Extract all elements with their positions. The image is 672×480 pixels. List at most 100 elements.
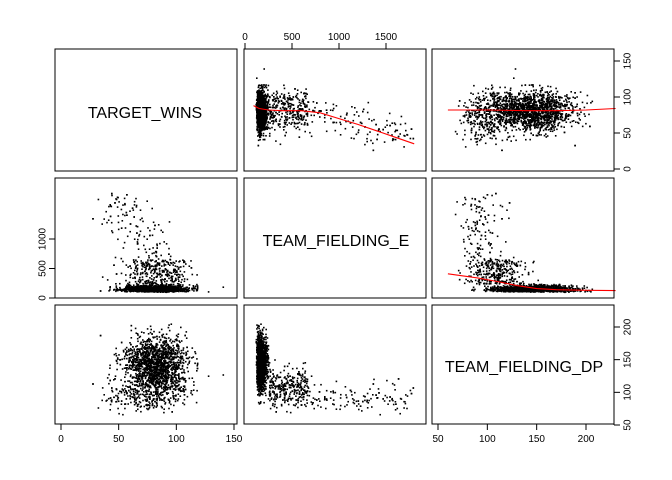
scatter-point (527, 102, 529, 104)
scatter-point (501, 112, 504, 115)
scatter-point (537, 113, 540, 116)
scatter-point (502, 97, 505, 99)
scatter-point (176, 265, 179, 268)
scatter-point (524, 127, 526, 129)
scatter-point (265, 86, 268, 89)
scatter-point (565, 115, 568, 118)
scatter-point (258, 109, 260, 111)
scatter-point (532, 115, 535, 117)
scatter-point (513, 98, 515, 101)
scatter-point (560, 102, 563, 105)
scatter-point (543, 109, 545, 111)
scatter-point (508, 99, 510, 102)
scatter-point (557, 114, 559, 117)
scatter-point (270, 115, 273, 117)
scatter-point (258, 112, 261, 115)
scatter-point (506, 111, 508, 114)
scatter-point (555, 93, 557, 95)
scatter-point (265, 110, 267, 112)
scatter-point (534, 99, 536, 101)
scatter-point (273, 98, 275, 101)
scatter-point (539, 115, 542, 118)
scatter-point (180, 281, 182, 284)
scatter-point (577, 122, 580, 125)
scatter-point (475, 112, 478, 115)
scatter-point (567, 118, 570, 120)
scatter-point (540, 121, 543, 123)
scatter-point (146, 261, 149, 263)
scatter-point (528, 106, 530, 109)
scatter-point (493, 118, 496, 120)
scatter-point (265, 119, 267, 121)
scatter-point (509, 96, 512, 98)
scatter-point (473, 122, 475, 125)
scatter-point (481, 124, 484, 127)
scatter-point (262, 134, 265, 137)
scatter-point (556, 115, 558, 118)
scatter-point (547, 107, 550, 109)
scatter-point (263, 111, 266, 114)
scatter-point (257, 97, 259, 99)
scatter-point (554, 120, 556, 122)
scatter-point (259, 84, 262, 87)
scatter-point (302, 109, 304, 111)
scatter-point (513, 118, 516, 121)
scatter-point (497, 99, 500, 102)
scatter-point (559, 118, 561, 120)
scatter-point (498, 104, 500, 106)
scatter-point (302, 101, 304, 103)
scatter-point (312, 109, 314, 112)
scatter-point (310, 114, 313, 117)
scatter-point (590, 102, 592, 104)
scatter-point (534, 91, 537, 94)
scatter-point (525, 110, 528, 113)
scatter-point (550, 90, 552, 92)
scatter-point (518, 104, 520, 106)
scatter-point (509, 87, 512, 90)
scatter-point (564, 105, 567, 108)
scatter-point (366, 111, 369, 114)
scatter-point (549, 113, 552, 115)
scatter-point (515, 106, 518, 109)
scatter-point (499, 106, 502, 109)
scatter-point (167, 273, 170, 276)
scatter-point (488, 121, 490, 124)
scatter-point (546, 108, 548, 110)
scatter-point (555, 96, 557, 98)
scatter-point (490, 132, 492, 135)
scatter-point (475, 105, 477, 107)
scatter-point (495, 104, 498, 106)
scatter-point (164, 278, 166, 280)
scatter-point (505, 127, 508, 130)
scatter-point (545, 126, 548, 129)
scatter-point (523, 125, 526, 128)
scatter-point (503, 116, 505, 119)
scatter-point (496, 101, 498, 104)
scatter-point (506, 121, 509, 124)
scatter-point (300, 102, 302, 104)
scatter-point (482, 134, 485, 136)
scatter-point (264, 106, 266, 109)
scatter-point (501, 120, 504, 122)
scatter-point (535, 105, 537, 107)
scatter-point (154, 271, 156, 274)
scatter-point (540, 125, 543, 128)
scatter-point (567, 114, 570, 117)
scatter-point (504, 121, 507, 123)
scatter-point (300, 114, 303, 117)
scatter-point (146, 200, 148, 202)
scatter-point (526, 125, 529, 127)
scatter-point (545, 104, 547, 106)
scatter-point (303, 123, 306, 126)
scatter-point (584, 115, 586, 117)
scatter-point (266, 128, 269, 130)
scatter-point (528, 116, 531, 118)
scatter-point (129, 274, 131, 276)
scatter-point (258, 130, 260, 133)
scatter-point (564, 118, 566, 120)
scatter-point (477, 97, 480, 100)
scatter-point (136, 270, 138, 273)
scatter-point (316, 102, 318, 104)
scatter-point (262, 122, 265, 125)
scatter-point (169, 264, 171, 266)
